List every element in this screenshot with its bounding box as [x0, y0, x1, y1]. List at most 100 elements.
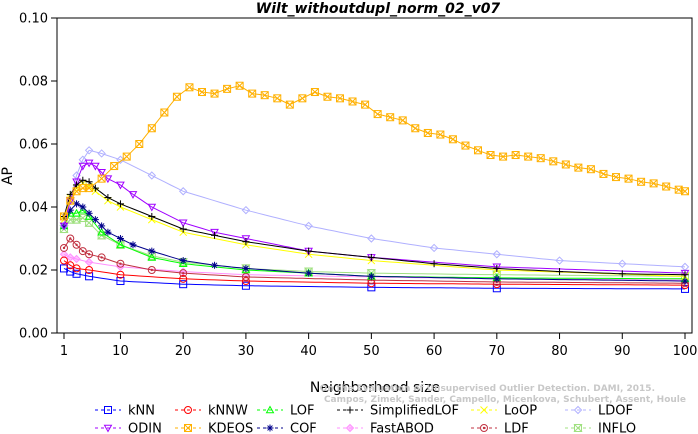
y-tick-label: 0.06 — [19, 138, 48, 153]
data-point — [160, 108, 169, 117]
data-point — [555, 256, 564, 265]
data-point — [486, 151, 495, 160]
data-point — [179, 274, 188, 283]
x-tick-label: 90 — [614, 344, 631, 359]
x-tick-label: 1 — [60, 344, 68, 359]
legend-label: LoOP — [504, 404, 537, 419]
data-point — [60, 212, 68, 221]
legend-item-knnw: kNNW — [175, 404, 248, 419]
data-point — [129, 241, 137, 249]
data-point — [662, 182, 671, 191]
data-point — [116, 181, 125, 190]
x-axis: 1 10 20 30 40 50 60 70 80 90 100 — [60, 333, 698, 359]
y-tick-label: 0.10 — [19, 12, 48, 27]
data-point — [178, 187, 188, 196]
data-point — [79, 176, 87, 184]
data-point — [78, 162, 88, 171]
x-tick-label: 100 — [673, 344, 698, 359]
legend-marker — [184, 406, 192, 414]
data-point — [135, 140, 144, 148]
data-point — [85, 184, 94, 193]
x-tick-label: 20 — [175, 344, 192, 359]
data-point — [78, 247, 87, 256]
series-kdeos — [60, 81, 689, 221]
x-tick-label: 70 — [489, 344, 506, 359]
data-point — [323, 92, 332, 101]
data-point — [72, 208, 81, 217]
series-line-lof — [63, 209, 685, 280]
data-point — [637, 177, 646, 186]
data-point — [97, 174, 106, 183]
data-point — [84, 159, 94, 168]
data-point — [242, 238, 250, 246]
data-point — [305, 247, 313, 255]
data-point — [116, 277, 125, 286]
legend-item-odin: ODIN — [95, 422, 162, 434]
series-simplifiedlof — [60, 176, 689, 279]
legend-label: FastABOD — [370, 422, 434, 434]
data-point — [599, 169, 608, 178]
data-point — [85, 209, 93, 217]
data-point — [681, 277, 689, 285]
data-point — [79, 203, 87, 211]
legend-marker — [346, 406, 354, 414]
data-point — [348, 97, 357, 106]
data-point — [499, 152, 508, 161]
data-point — [241, 235, 251, 244]
data-point — [60, 243, 68, 252]
data-point — [241, 205, 251, 215]
data-point — [72, 254, 81, 264]
data-point — [211, 261, 219, 269]
data-point — [179, 257, 187, 265]
data-point — [91, 216, 99, 224]
data-point — [98, 222, 106, 230]
data-point — [66, 267, 75, 276]
data-point — [178, 219, 188, 228]
data-point — [122, 152, 131, 161]
data-point — [223, 84, 232, 93]
data-point — [242, 264, 250, 272]
data-point — [85, 250, 94, 259]
legend-item-knn: kNN — [95, 404, 155, 419]
data-point — [430, 260, 438, 268]
data-point — [536, 154, 545, 163]
legend-label: SimplifiedLOF — [370, 404, 459, 419]
data-point — [179, 280, 188, 289]
y-tick-label: 0.00 — [19, 327, 48, 342]
data-point — [492, 284, 501, 293]
y-axis: 0.00 0.02 0.04 0.06 0.08 0.10 — [19, 12, 57, 342]
legend-marker — [184, 424, 192, 432]
data-point — [147, 124, 156, 133]
data-point — [241, 272, 250, 281]
data-point — [574, 163, 583, 172]
data-point — [116, 235, 124, 242]
x-tick-label: 40 — [300, 344, 317, 359]
data-point — [59, 250, 69, 259]
data-point — [84, 146, 94, 155]
legend-label: KDEOS — [208, 422, 253, 434]
y-tick-label: 0.02 — [19, 264, 48, 279]
legend-item-loop: LoOP — [471, 404, 537, 419]
legend-item-simplifiedlof: SimplifiedLOF — [337, 404, 459, 419]
legend-item-ldf: LDF — [471, 422, 529, 434]
y-tick-label: 0.08 — [19, 75, 48, 90]
data-point — [110, 162, 119, 171]
series-loop — [60, 179, 689, 281]
data-point — [474, 146, 482, 155]
data-point — [104, 228, 112, 236]
legend-item-fastabod: FastABOD — [337, 422, 434, 434]
data-point — [97, 169, 106, 177]
data-point — [681, 187, 689, 196]
data-point — [84, 211, 94, 220]
data-point — [210, 228, 219, 237]
data-point — [361, 100, 370, 109]
data-point — [612, 173, 620, 182]
data-point — [66, 253, 75, 262]
data-point — [429, 243, 439, 253]
data-point — [72, 178, 81, 187]
legend-item-kdeos: KDEOS — [175, 422, 253, 434]
data-point — [260, 91, 269, 100]
data-point — [78, 205, 88, 214]
data-point — [373, 110, 382, 119]
legend-marker — [345, 423, 355, 433]
